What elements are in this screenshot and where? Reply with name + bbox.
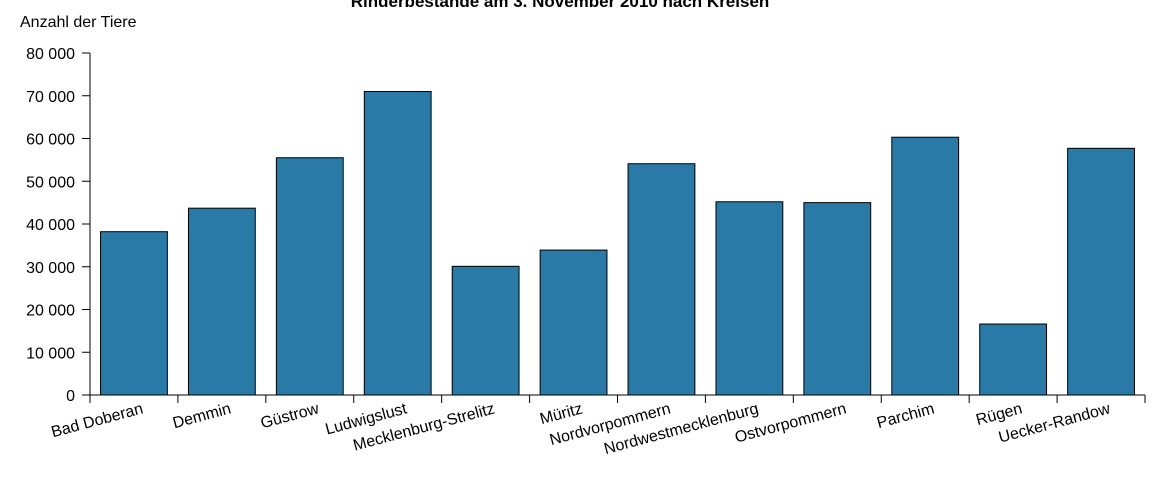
- y-axis-label: Anzahl der Tiere: [20, 14, 137, 31]
- y-tick-label: 50 000: [26, 174, 75, 191]
- y-tick-label: 20 000: [26, 303, 75, 320]
- bar-11: [1067, 147, 1135, 396]
- y-tick-label: 40 000: [26, 217, 75, 234]
- x-tick-label: Güstrow: [259, 400, 321, 432]
- bar-5: [539, 249, 608, 396]
- y-tick-label: 0: [66, 388, 75, 405]
- x-tick-label: Parchim: [875, 400, 936, 432]
- bar-9: [891, 136, 960, 396]
- bar-2: [275, 157, 344, 396]
- y-tick-label: 10 000: [26, 345, 75, 362]
- x-tick-label: Bad Doberan: [50, 400, 145, 441]
- bar-4: [451, 265, 520, 396]
- bar-6: [627, 163, 696, 396]
- x-axis: Bad Doberan Demmin Güstrow LudwigslustMeckl…: [50, 394, 1146, 458]
- bar-7: [715, 201, 784, 396]
- bar-10: [979, 323, 1048, 396]
- y-tick-label: 30 000: [26, 260, 75, 277]
- bars-group: [100, 90, 1135, 396]
- bar-3: [363, 90, 432, 396]
- x-tick-label: Demmin: [171, 400, 233, 432]
- bar-0: [100, 231, 168, 396]
- bar-8: [803, 202, 872, 396]
- bar-1: [187, 207, 256, 396]
- y-axis: 0 10 000 20 000 30 000 40 000 50 000 60 000 70 …: [26, 46, 91, 405]
- y-tick-label: 80 000: [26, 46, 75, 63]
- chart-title: Rinderbestände am 3. November 2010 nach …: [351, 0, 770, 11]
- y-tick-label: 70 000: [26, 89, 75, 106]
- y-tick-label: 60 000: [26, 132, 75, 149]
